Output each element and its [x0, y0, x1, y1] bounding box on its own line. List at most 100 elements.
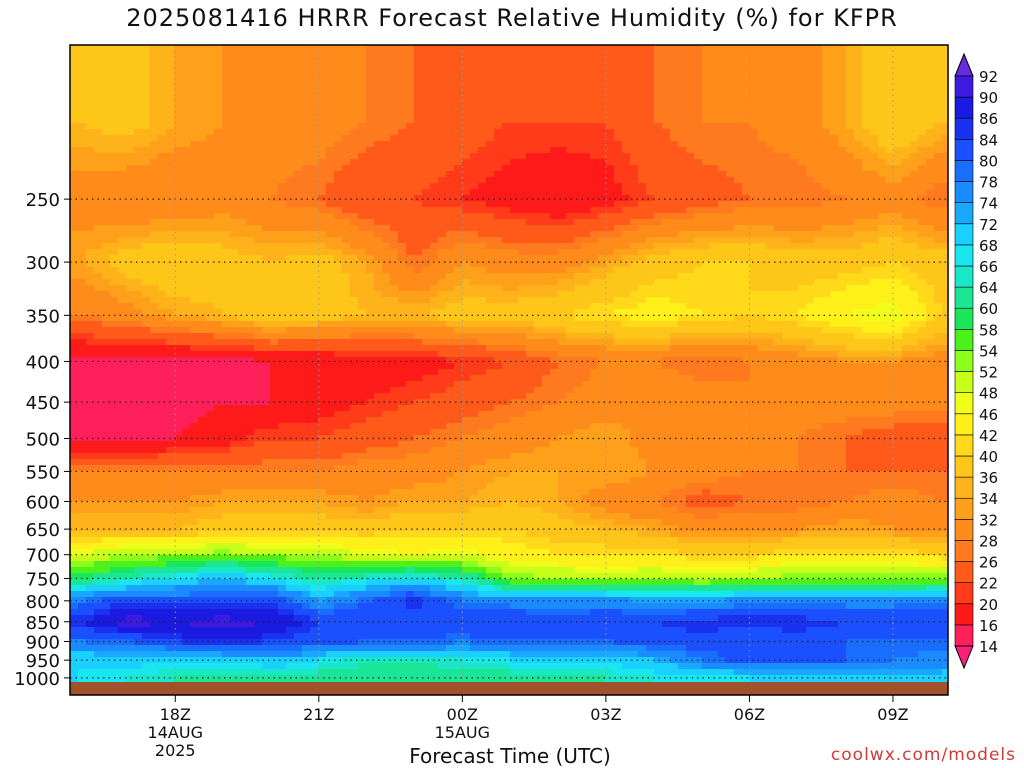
heat-cell: [606, 129, 615, 136]
heat-cell: [550, 243, 559, 250]
heat-cell: [934, 45, 943, 52]
heat-cell: [286, 201, 295, 208]
heat-cell: [678, 45, 687, 52]
heat-cell: [854, 189, 863, 196]
heat-cell: [486, 279, 495, 286]
heat-cell: [142, 303, 151, 310]
heat-cell: [910, 255, 919, 262]
heat-cell: [614, 225, 623, 232]
heat-cell: [310, 195, 319, 202]
heat-cell: [190, 231, 199, 238]
heat-cell: [710, 159, 719, 166]
heat-cell: [470, 279, 479, 286]
heat-cell: [294, 267, 303, 274]
heat-cell: [294, 63, 303, 70]
heat-cell: [454, 237, 463, 244]
heat-cell: [374, 195, 383, 202]
heat-cell: [110, 297, 119, 304]
heat-cell: [870, 135, 879, 142]
heat-cell: [142, 207, 151, 214]
heat-cell: [934, 63, 943, 70]
heat-cell: [822, 141, 831, 148]
heat-cell: [478, 159, 487, 166]
heat-cell: [686, 225, 695, 232]
heat-cell: [110, 309, 119, 316]
heat-cell: [118, 309, 127, 316]
heat-cell: [654, 99, 663, 106]
heat-cell: [174, 57, 183, 64]
heat-cell: [174, 303, 183, 310]
heat-cell: [350, 249, 359, 256]
heat-cell: [918, 171, 927, 178]
heat-cell: [614, 255, 623, 262]
heat-cell: [598, 63, 607, 70]
heat-cell: [734, 141, 743, 148]
heat-cell: [262, 303, 271, 310]
heat-cell: [382, 309, 391, 316]
heat-cell: [302, 87, 311, 94]
heat-cell: [478, 309, 487, 316]
heat-cell: [526, 219, 535, 226]
heat-cell: [878, 201, 887, 208]
heat-cell: [862, 87, 871, 94]
heat-cell: [422, 315, 431, 322]
heat-cell: [238, 243, 247, 250]
heat-cell: [862, 117, 871, 124]
heat-cell: [630, 303, 639, 310]
heat-cell: [590, 309, 599, 316]
heat-cell: [406, 291, 415, 298]
heat-cell: [326, 267, 335, 274]
heat-cell: [326, 261, 335, 268]
heat-cell: [350, 51, 359, 58]
heat-cell: [206, 213, 215, 220]
heat-cell: [702, 201, 711, 208]
heat-cell: [366, 195, 375, 202]
heat-cell: [390, 165, 399, 172]
heat-cell: [886, 189, 895, 196]
heat-cell: [334, 291, 343, 298]
heat-cell: [198, 171, 207, 178]
heat-cell: [94, 117, 103, 124]
heat-cell: [134, 177, 143, 184]
heat-cell: [430, 201, 439, 208]
heat-cell: [342, 207, 351, 214]
heat-cell: [310, 261, 319, 268]
heat-cell: [342, 105, 351, 112]
heat-cell: [278, 69, 287, 76]
heat-cell: [870, 171, 879, 178]
heat-cell: [830, 213, 839, 220]
heat-cell: [806, 279, 815, 286]
heat-cell: [526, 243, 535, 250]
heat-cell: [870, 249, 879, 256]
chart-title: 2025081416 HRRR Forecast Relative Humidi…: [126, 4, 898, 32]
heat-cell: [694, 267, 703, 274]
heat-cell: [830, 279, 839, 286]
heat-cell: [806, 231, 815, 238]
heat-cell: [174, 177, 183, 184]
heat-cell: [502, 297, 511, 304]
heat-cell: [462, 279, 471, 286]
heat-cell: [462, 159, 471, 166]
heat-cell: [742, 303, 751, 310]
heat-cell: [102, 207, 111, 214]
heat-cell: [166, 219, 175, 226]
heat-cell: [126, 75, 135, 82]
heat-cell: [470, 291, 479, 298]
heat-cell: [118, 75, 127, 82]
heat-cell: [870, 285, 879, 292]
heat-cell: [286, 279, 295, 286]
heat-cell: [694, 99, 703, 106]
heat-cell: [526, 63, 535, 70]
heat-cell: [686, 93, 695, 100]
heat-cell: [118, 219, 127, 226]
heat-cell: [174, 249, 183, 256]
heat-cell: [110, 225, 119, 232]
heat-cell: [838, 171, 847, 178]
heat-cell: [438, 159, 447, 166]
heat-cell: [686, 129, 695, 136]
heat-cell: [814, 189, 823, 196]
heat-cell: [150, 303, 159, 310]
heat-cell: [206, 195, 215, 202]
heat-cell: [158, 135, 167, 142]
heat-cell: [846, 261, 855, 268]
